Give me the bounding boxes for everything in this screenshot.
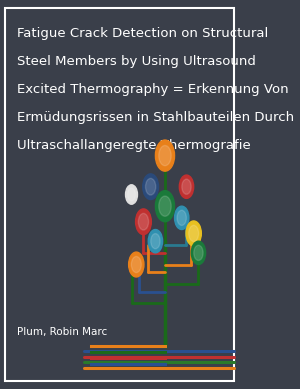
Circle shape: [194, 245, 203, 261]
Text: Fatigue Crack Detection on Structural: Fatigue Crack Detection on Structural: [17, 27, 268, 40]
Circle shape: [136, 209, 152, 235]
Text: Excited Thermography = Erkennung Von: Excited Thermography = Erkennung Von: [17, 83, 288, 96]
Text: Plum, Robin Marc: Plum, Robin Marc: [17, 327, 107, 337]
Text: Ermüdungsrissen in Stahlbauteilen Durch: Ermüdungsrissen in Stahlbauteilen Durch: [17, 111, 294, 124]
Circle shape: [191, 241, 206, 265]
Circle shape: [186, 221, 201, 246]
Circle shape: [159, 145, 171, 166]
Circle shape: [128, 188, 135, 201]
Circle shape: [155, 191, 175, 222]
Circle shape: [189, 225, 199, 242]
Circle shape: [148, 230, 163, 253]
Circle shape: [182, 179, 191, 194]
Circle shape: [179, 175, 194, 198]
Circle shape: [125, 185, 137, 204]
Circle shape: [155, 140, 175, 171]
Circle shape: [175, 206, 189, 230]
Circle shape: [177, 210, 186, 226]
Text: Steel Members by Using Ultrasound: Steel Members by Using Ultrasound: [17, 55, 256, 68]
Circle shape: [151, 233, 160, 249]
Circle shape: [143, 174, 158, 200]
Circle shape: [146, 179, 156, 195]
Circle shape: [159, 196, 171, 216]
Circle shape: [129, 252, 144, 277]
Text: Ultraschallangeregte Thermografie: Ultraschallangeregte Thermografie: [17, 139, 250, 152]
Circle shape: [131, 256, 141, 273]
Circle shape: [138, 214, 148, 230]
